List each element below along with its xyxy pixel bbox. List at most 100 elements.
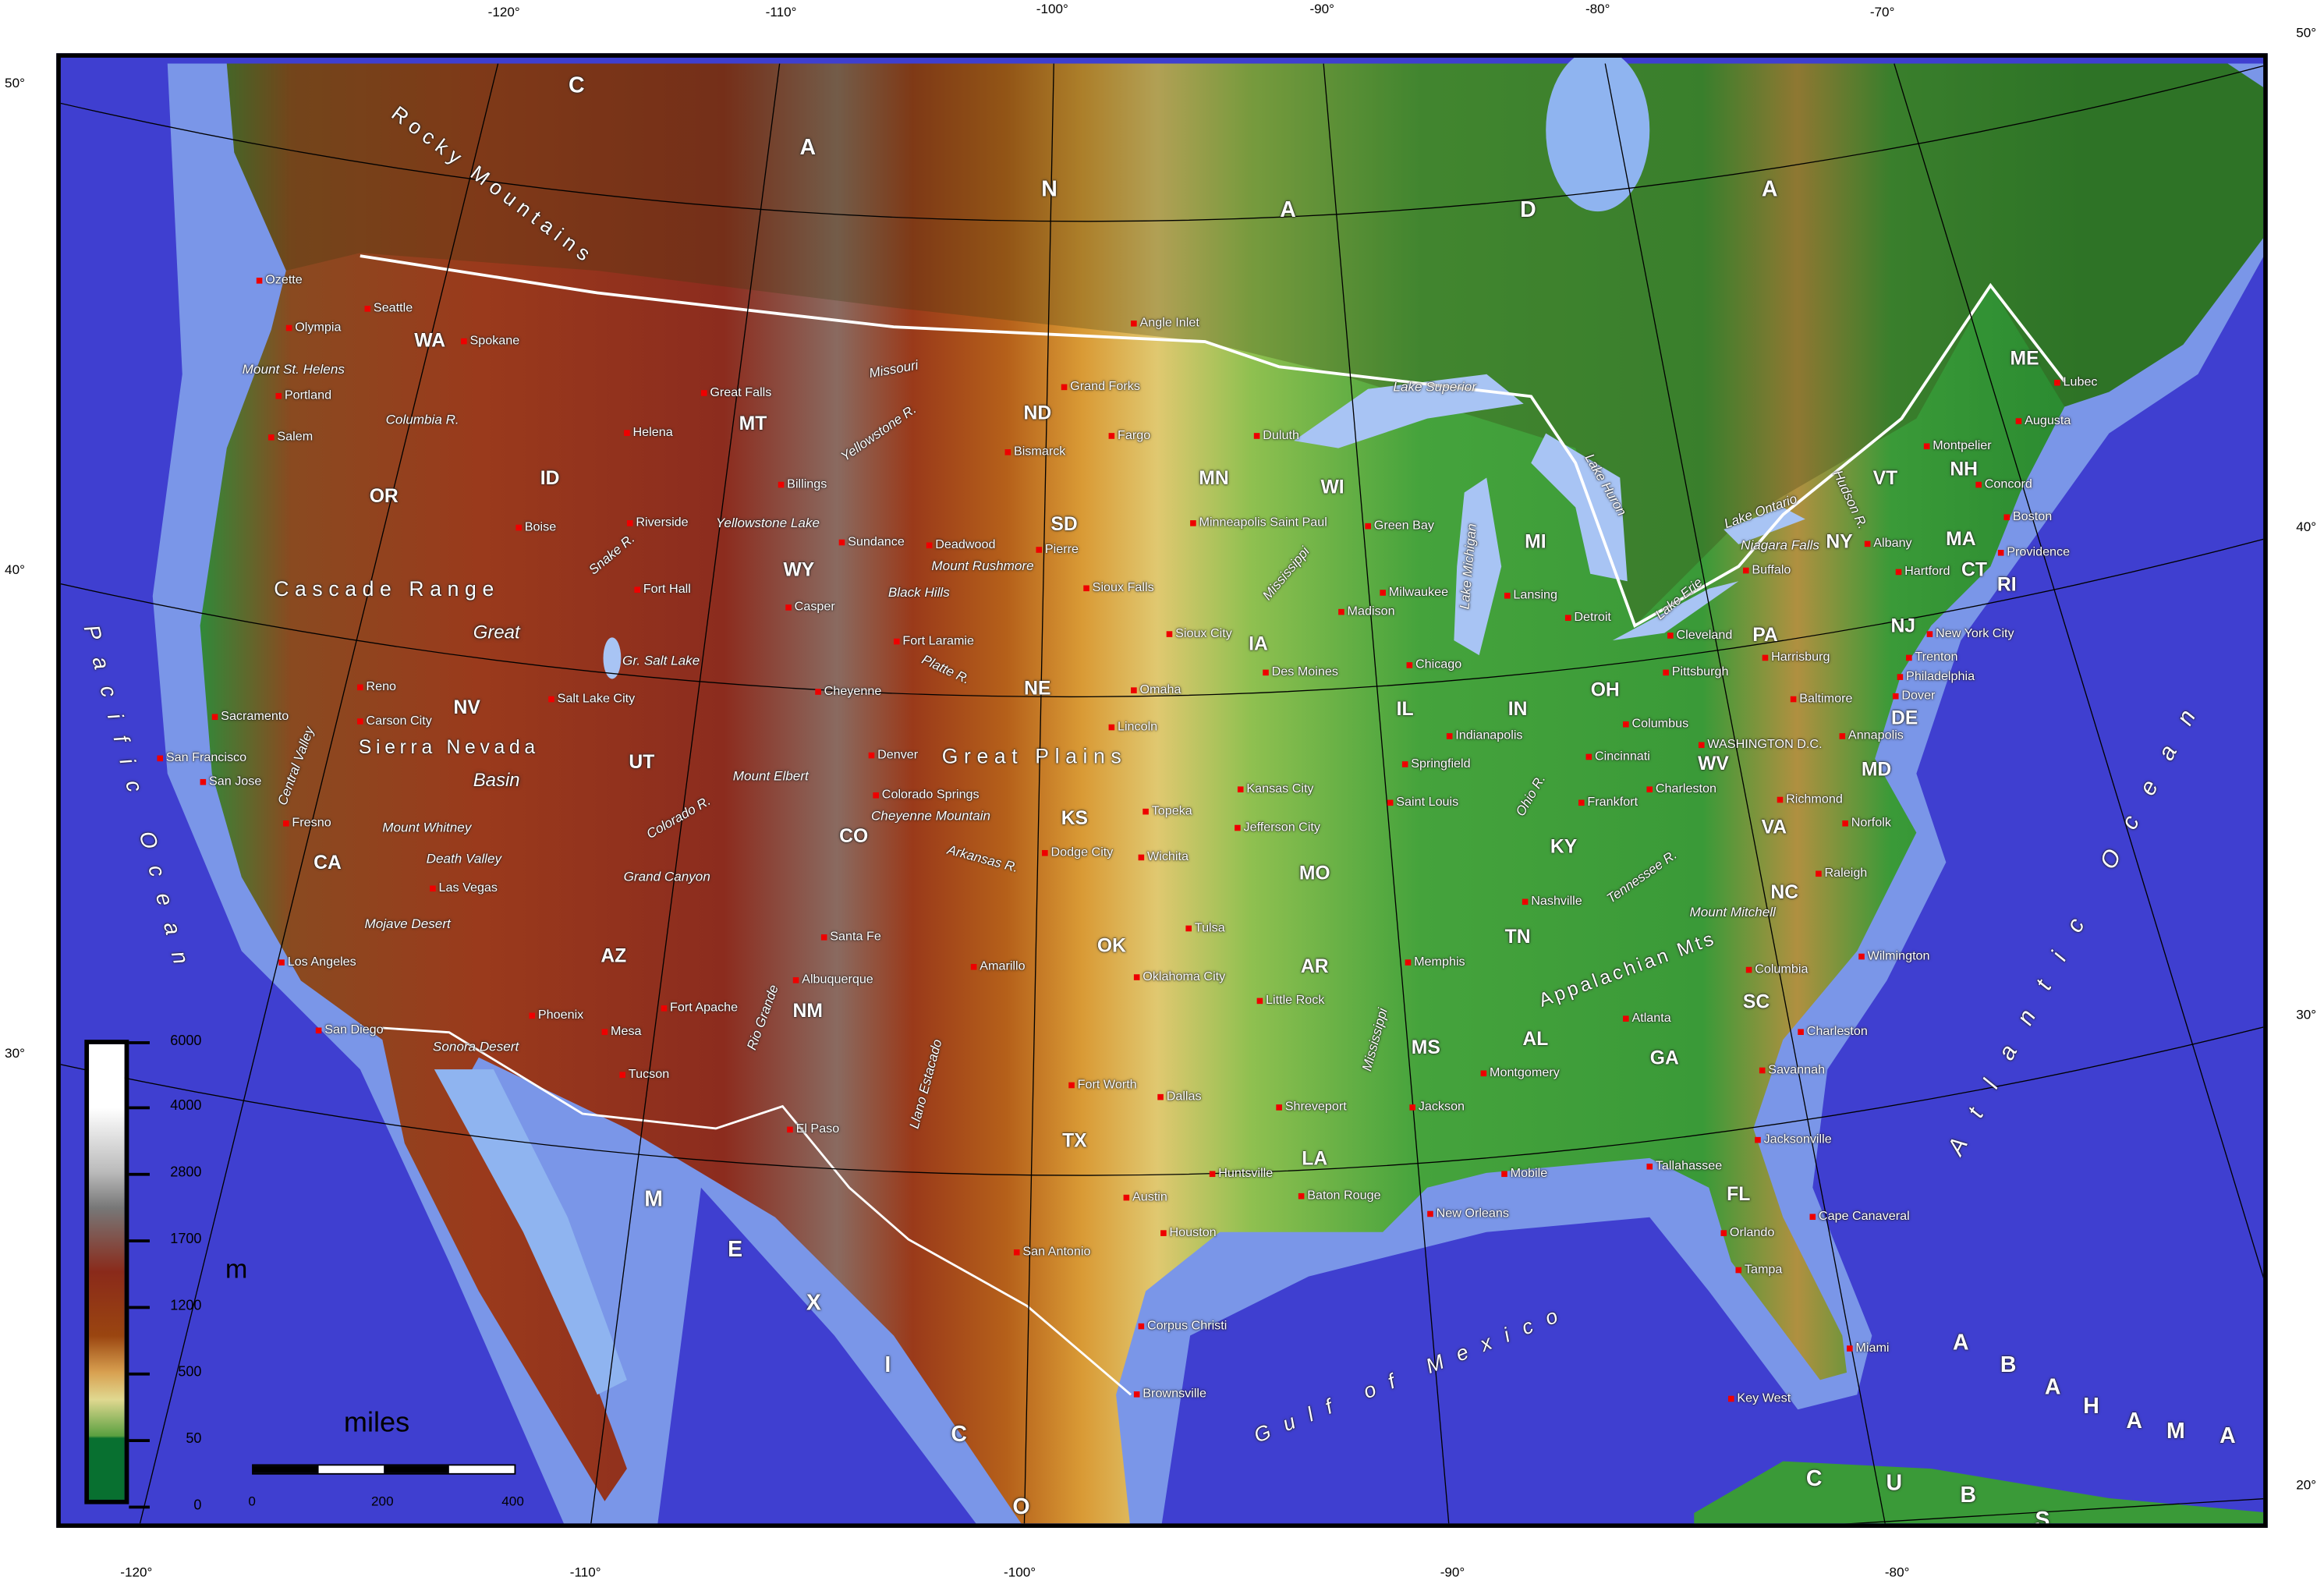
city-label: Reno [357,680,396,693]
mexico-border [382,1026,1132,1396]
city-label: Brownsville [1134,1387,1206,1399]
city-label: San Diego [316,1023,383,1036]
terrain-layer [60,57,2264,1524]
city-label: San Antonio [1014,1245,1090,1257]
city-label: Lubec [2054,375,2097,388]
physical-feature-label: Death Valley [426,851,502,866]
graticule-tick-label: -90° [1440,1565,1465,1580]
city-label: Pierre [1036,542,1079,555]
region-letter: X [806,1290,821,1316]
state-label-vt: VT [1872,466,1898,489]
graticule-tick-label: -110° [765,4,797,19]
region-letter: A [1953,1330,1969,1356]
city-label: Jacksonville [1755,1132,1832,1145]
physical-feature-label: Mount Rushmore [931,558,1034,573]
state-label-id: ID [540,466,560,489]
region-letter: B [2000,1352,2017,1378]
city-label: Charleston [1646,782,1716,795]
city-label: Mesa [602,1025,642,1037]
city-label: Santa Fe [821,930,881,942]
city-label: Baltimore [1791,692,1852,704]
state-label-ar: AR [1300,955,1329,977]
city-label: Little Rock [1257,994,1324,1006]
region-letter: A [2044,1374,2061,1400]
state-label-me: ME [2010,346,2039,370]
physical-feature-label: Niagara Falls [1741,537,1819,553]
city-label: Norfolk [1842,816,1891,828]
city-label: Fort Worth [1068,1078,1137,1090]
city-label: Lincoln [1109,720,1157,732]
legend-tick-mark [129,1439,150,1442]
city-label: Spokane [461,334,519,346]
state-label-in: IN [1507,697,1528,720]
hudson-bay [1546,57,1650,212]
legend-tick-label: 500 [178,1364,202,1381]
graticule-tick-label: -100° [1003,1565,1036,1580]
city-label: Bismarck [1005,445,1065,457]
region-letter: S [2035,1508,2050,1528]
city-label: Tallahassee [1646,1159,1722,1171]
canada-overlay [226,63,2264,626]
city-label: Charleston [1798,1025,1868,1037]
mountain-range-label: Sierra Nevada [358,735,540,758]
state-label-nc: NC [1770,881,1799,903]
state-label-nh: NH [1950,457,1979,480]
city-label: Boston [2003,510,2052,523]
city-label: Lansing [1504,588,1557,601]
legend-tick-label: 0 [193,1497,202,1514]
city-label: Colorado Springs [873,788,980,800]
physical-feature-label: Black Hills [887,585,950,600]
great-salt-lake [603,637,622,679]
city-label: WASHINGTON D.C. [1699,738,1822,750]
scale-segment [448,1465,515,1473]
city-label: Wichita [1139,850,1189,863]
city-label: Kansas City [1238,782,1313,795]
city-label: San Francisco [157,751,246,764]
city-label: Montgomery [1481,1066,1560,1079]
city-label: Jackson [1409,1100,1465,1112]
state-label-or: OR [369,484,399,507]
region-letter: C [951,1422,967,1448]
city-label: Shreveport [1276,1100,1347,1112]
city-label: Saint Louis [1387,796,1458,808]
city-label: Des Moines [1263,665,1338,678]
city-label: Tulsa [1185,921,1225,934]
city-label: Salem [268,430,313,442]
city-label: Philadelphia [1897,670,1975,682]
state-label-ut: UT [629,750,655,773]
city-label: Duluth [1254,428,1299,441]
city-label: Grand Forks [1061,380,1140,392]
city-label: Harrisburg [1762,650,1830,663]
city-label: Augusta [2016,413,2071,427]
city-label: New York City [1927,627,2014,640]
graticule-tick-label: 50° [5,75,25,90]
physical-feature-label: Mount Whitney [382,820,472,835]
city-label: Cincinnati [1586,749,1650,762]
region-letter: M [2166,1419,2185,1444]
state-label-ri: RI [1996,572,2017,596]
state-label-sc: SC [1742,990,1770,1013]
city-label: Pittsburgh [1663,665,1729,678]
physical-feature-label: Columbia R. [385,412,459,427]
map-frame: WA OR CA ID NV UT AZ MT WY CO NM ND SD NE KS OK TX MN IA MO… [56,53,2268,1528]
legend-tick-label: 4000 [170,1098,202,1114]
city-label: Deadwood [926,538,995,551]
state-label-ky: KY [1550,835,1578,857]
city-label: Sioux Falls [1083,581,1154,594]
city-label: Chicago [1407,657,1461,670]
state-label-il: IL [1396,697,1414,720]
city-label: San Jose [200,774,261,787]
landmass [200,63,2264,1524]
city-label: Dodge City [1042,845,1113,858]
graticule-tick-label: -100° [1036,1,1068,16]
state-label-wv: WV [1698,752,1729,774]
city-label: Madison [1338,604,1395,617]
city-label: Oklahoma City [1134,970,1225,983]
gulf-of-california [434,1069,627,1395]
city-label: Dallas [1157,1090,1202,1102]
legend-tick-label: 50 [186,1430,202,1448]
elevation-legend [84,1040,129,1504]
city-label: Cheyenne [815,685,882,697]
physical-feature-label: Yellowstone Lake [715,515,820,530]
graticule-tick-label: 20° [2296,1477,2317,1493]
